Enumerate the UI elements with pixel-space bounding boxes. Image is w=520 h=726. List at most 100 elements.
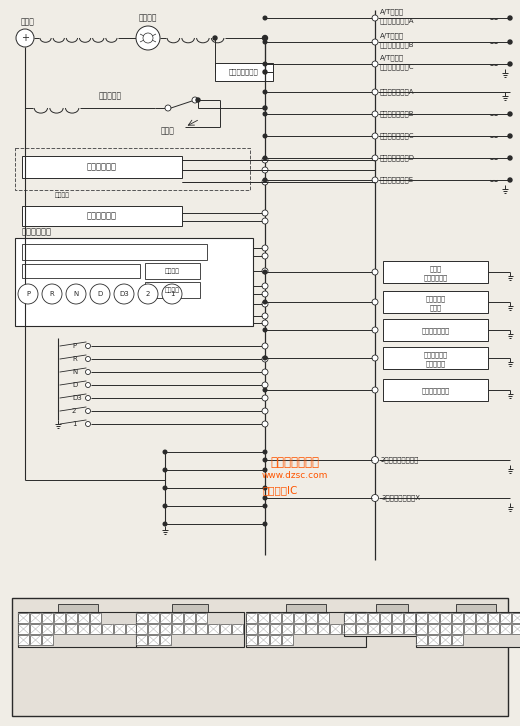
Text: 压力控制电磁阀A: 压力控制电磁阀A [380, 17, 414, 24]
Bar [383, 347, 488, 369]
Circle shape [262, 408, 268, 414]
Bar [368, 624, 379, 634]
Text: 全球最大IC: 全球最大IC [262, 485, 297, 495]
Bar [464, 624, 475, 634]
Circle shape [263, 328, 267, 332]
Circle shape [85, 356, 90, 362]
Circle shape [263, 134, 267, 138]
Bar [476, 624, 487, 634]
Circle shape [262, 369, 268, 375]
Bar [184, 613, 195, 623]
Text: D: D [97, 291, 102, 297]
Circle shape [114, 284, 134, 304]
Text: 1: 1 [170, 291, 174, 297]
Circle shape [263, 270, 267, 274]
Text: 变速器: 变速器 [430, 266, 441, 272]
Bar [258, 613, 269, 623]
Circle shape [163, 504, 167, 507]
Text: 一些车型: 一些车型 [55, 192, 70, 197]
Circle shape [263, 450, 267, 454]
Bar [126, 624, 137, 634]
Bar [356, 613, 367, 623]
Bar [512, 613, 520, 623]
Circle shape [163, 486, 167, 490]
Bar [344, 624, 355, 634]
Bar [456, 604, 496, 612]
Text: D3: D3 [72, 395, 82, 401]
Circle shape [196, 98, 200, 102]
Bar [148, 635, 159, 645]
Circle shape [162, 284, 182, 304]
Text: 2档离合器压力开关: 2档离合器压力开关 [381, 457, 419, 463]
Bar [500, 624, 511, 634]
Circle shape [372, 177, 378, 183]
Circle shape [262, 179, 268, 185]
Bar [383, 379, 488, 401]
Text: 节气门位置: 节气门位置 [425, 295, 446, 302]
Circle shape [16, 29, 34, 47]
Text: A/T离合器: A/T离合器 [380, 9, 404, 15]
Text: 变光电路: 变光电路 [164, 268, 179, 274]
Circle shape [192, 97, 198, 103]
Bar [488, 613, 499, 623]
Bar [286, 604, 326, 612]
Bar [102, 624, 113, 634]
Circle shape [263, 90, 267, 94]
Circle shape [508, 40, 512, 44]
Bar [380, 613, 391, 623]
Text: D: D [72, 382, 77, 388]
Bar [30, 635, 41, 645]
Circle shape [163, 468, 167, 472]
Bar [184, 624, 195, 634]
Bar [246, 612, 366, 647]
Bar [383, 291, 488, 313]
Bar [22, 244, 207, 260]
Text: 数据传输插头: 数据传输插头 [87, 211, 117, 221]
Bar [42, 613, 53, 623]
Circle shape [262, 245, 268, 251]
Bar [136, 635, 147, 645]
Bar [246, 613, 257, 623]
Circle shape [263, 486, 267, 490]
Circle shape [263, 62, 267, 66]
Circle shape [371, 457, 379, 463]
Circle shape [262, 218, 268, 224]
Bar [318, 624, 329, 634]
Bar [196, 613, 207, 623]
Bar [356, 624, 367, 634]
Bar [512, 624, 520, 634]
Circle shape [262, 253, 268, 259]
Bar [66, 624, 77, 634]
Bar [404, 624, 415, 634]
Bar [172, 613, 183, 623]
Text: 3档离合器压力开X: 3档离合器压力开X [381, 494, 420, 502]
Bar [15, 238, 253, 326]
Circle shape [372, 387, 378, 393]
Bar [344, 613, 355, 623]
Circle shape [85, 343, 90, 348]
Bar [148, 624, 159, 634]
Circle shape [263, 388, 267, 392]
Text: N: N [72, 369, 77, 375]
Bar [246, 624, 257, 634]
Circle shape [262, 356, 268, 362]
Bar [160, 613, 171, 623]
Bar [270, 635, 281, 645]
Circle shape [372, 89, 378, 95]
Circle shape [263, 178, 267, 182]
Bar [18, 635, 29, 645]
Circle shape [263, 36, 267, 41]
Text: +: + [21, 33, 29, 43]
Bar [90, 624, 101, 634]
Circle shape [263, 40, 267, 44]
Circle shape [42, 284, 62, 304]
Bar [440, 635, 451, 645]
Circle shape [262, 291, 268, 297]
Bar [404, 613, 415, 623]
Circle shape [371, 494, 379, 502]
Text: 压力控制电磁阀B: 压力控制电磁阀B [380, 41, 414, 49]
Text: P: P [72, 343, 76, 349]
Bar [488, 624, 499, 634]
Bar [416, 624, 427, 634]
Circle shape [262, 421, 268, 427]
